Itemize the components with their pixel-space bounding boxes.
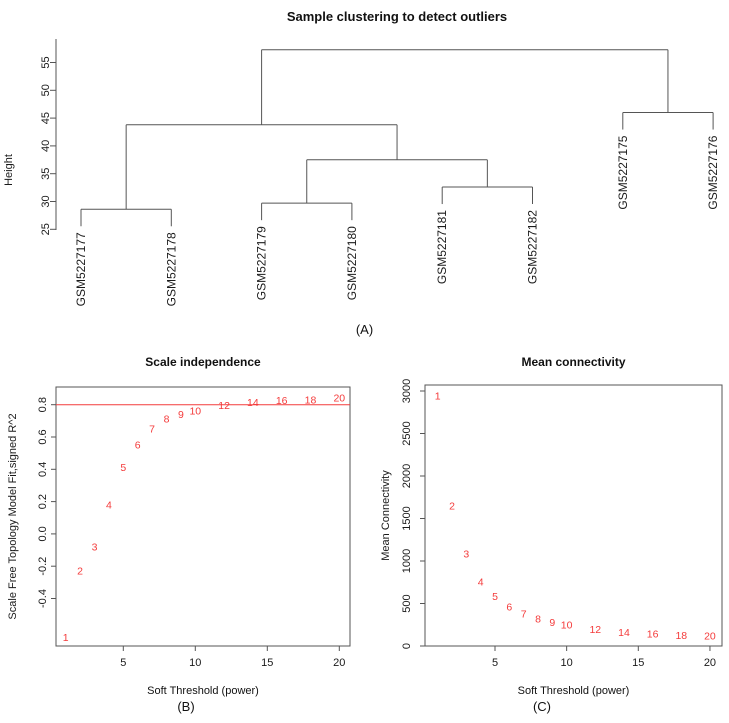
sample-leaf-label: GSM5227177 [74,232,88,306]
y-tick-label: 2000 [401,464,413,488]
panel-c-caption: (C) [532,699,552,714]
y-tick-label: 0.4 [37,462,49,477]
y-tick-label: -0.4 [37,589,49,608]
y-tick-label: 0.6 [37,429,49,444]
sample-leaf-label: GSM5227181 [435,210,449,284]
panel-c-xaxis-label: Soft Threshold (power) [517,685,630,697]
x-tick-label: 5 [492,657,498,669]
y-tick-label: 1000 [401,549,413,573]
y-tick-label: 0.0 [37,526,49,541]
panel-b-caption: (B) [177,699,195,714]
y-tick-label: 2500 [401,421,413,445]
scale-independence-point-label: 7 [149,423,155,435]
scale-independence-point-label: 2 [77,566,83,578]
panel-a-caption: (A) [355,322,374,337]
x-tick-label: 15 [261,657,273,669]
scale-independence-ylabel: Scale Free Topology Model Fit,signed R^2 [7,413,19,619]
y-tick-label: 30 [40,195,52,207]
scale-independence-point-label: 1 [63,632,69,644]
y-tick-label: 45 [40,112,52,124]
mean-connectivity-point-label: 5 [492,591,498,603]
scale-independence-point-label: 8 [164,414,170,426]
mean-connectivity-point-label: 7 [521,609,527,621]
scale-independence-point-label: 14 [247,397,259,409]
y-tick-label: 3000 [401,379,413,403]
mean-connectivity-point-label: 16 [647,629,659,641]
scale-independence-point-label: 5 [120,462,126,474]
mean-connectivity-point-label: 14 [618,627,630,639]
y-tick-label: 40 [40,140,52,152]
x-tick-label: 20 [704,657,716,669]
scale-independence-plot-box [55,386,351,647]
mean-connectivity-point-label: 9 [549,617,555,629]
mean-connectivity-point-label: 12 [589,624,601,636]
mean-connectivity-plot-box [424,384,723,647]
mean-connectivity-point-label: 10 [561,620,573,632]
y-tick-label: 1500 [401,506,413,530]
y-tick-label: 0.2 [37,494,49,509]
mean-connectivity-point-label: 2 [449,500,455,512]
x-tick-label: 20 [333,657,345,669]
sample-leaf-label: GSM5227179 [255,226,269,300]
y-tick-label: 0.8 [37,397,49,412]
sample-leaf-label: GSM5227175 [616,135,630,209]
scale-independence-title: Scale independence [145,355,261,369]
mean-connectivity-point-label: 1 [435,391,441,403]
y-tick-label: 55 [40,56,52,68]
scale-independence-point-label: 6 [135,440,141,452]
mean-connectivity-point-label: 8 [535,614,541,626]
x-tick-label: 10 [561,657,573,669]
sample-leaf-label: GSM5227176 [706,135,720,209]
scale-independence-point-label: 20 [333,393,345,405]
y-tick-label: 0 [401,643,413,649]
mean-connectivity-point-label: 20 [704,631,716,643]
dendrogram-ylabel: Height [3,154,15,186]
x-tick-label: 5 [120,657,126,669]
scale-independence-point-label: 3 [92,541,98,553]
sample-leaf-label: GSM5227178 [164,232,178,306]
sample-leaf-label: GSM5227182 [526,210,540,284]
sample-leaf-label: GSM5227180 [345,226,359,300]
mean-connectivity-title: Mean connectivity [521,355,626,369]
scale-independence-point-label: 16 [276,395,288,407]
y-tick-label: 500 [401,594,413,612]
panel-b-xaxis-label: Soft Threshold (power) [147,685,259,697]
scale-independence-point-label: 9 [178,409,184,421]
scale-independence-point-label: 4 [106,499,112,511]
y-tick-label: 35 [40,168,52,180]
scale-independence-point-label: 12 [218,400,230,412]
scale-independence-point-label: 18 [305,394,317,406]
x-tick-label: 15 [632,657,644,669]
y-tick-label: -0.2 [37,557,49,576]
mean-connectivity-point-label: 4 [478,576,484,588]
dendrogram-title: Sample clustering to detect outliers [286,9,508,24]
mean-connectivity-point-label: 6 [506,601,512,613]
scale-independence-point-label: 10 [189,406,201,418]
mean-connectivity-point-label: 18 [675,630,687,642]
y-tick-label: 50 [40,84,52,96]
y-tick-label: 25 [40,223,52,235]
mean-connectivity-ylabel: Mean Connectivity [380,470,392,561]
x-tick-label: 10 [189,657,201,669]
mean-connectivity-point-label: 3 [463,549,469,561]
